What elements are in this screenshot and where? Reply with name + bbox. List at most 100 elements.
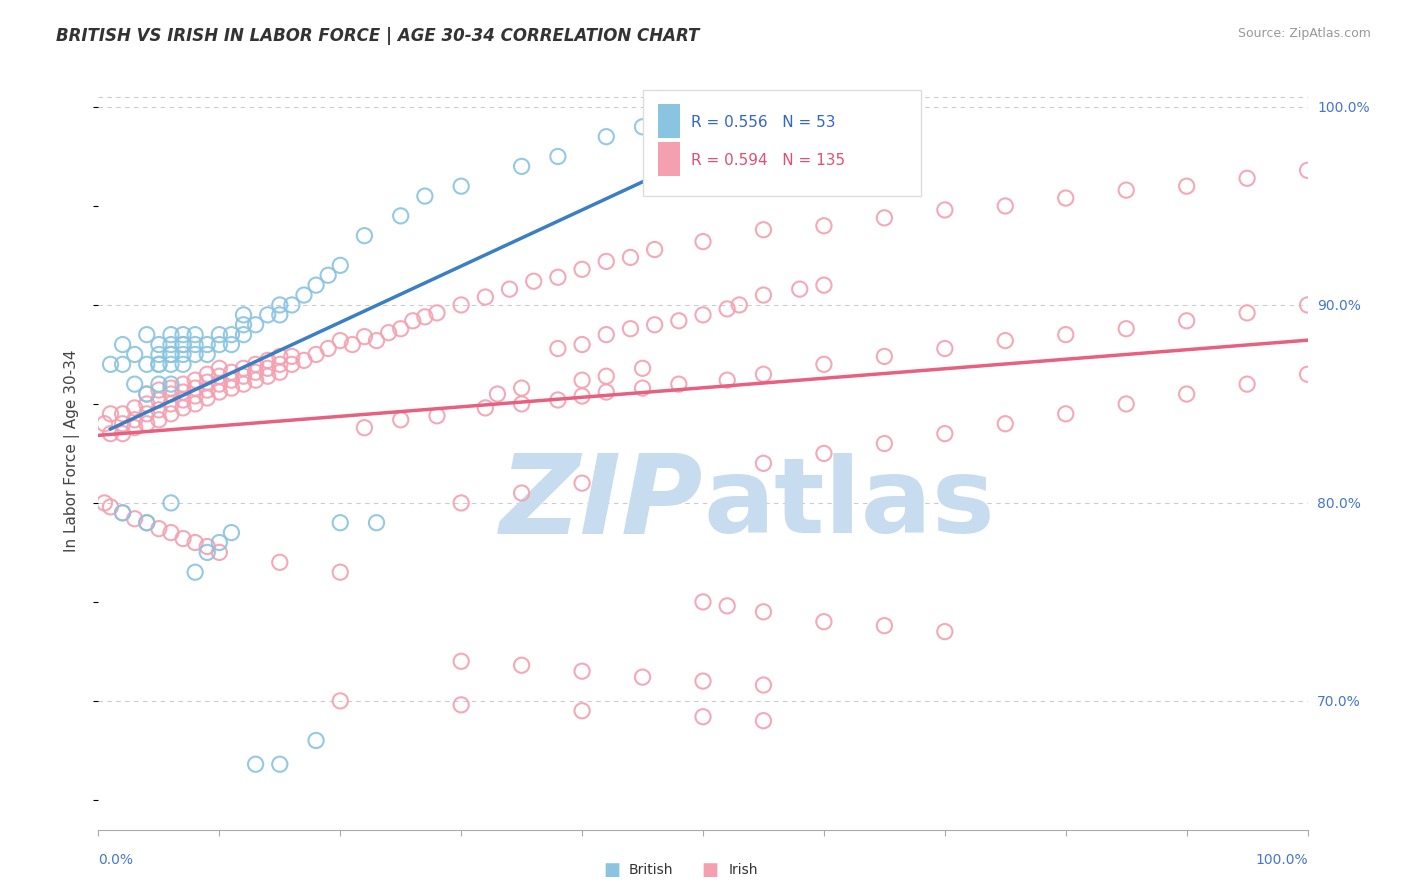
Point	[873, 618, 896, 632]
Point	[413, 310, 436, 324]
Point	[221, 365, 243, 379]
Point	[148, 403, 170, 417]
Point	[281, 298, 304, 312]
Point	[353, 228, 375, 243]
Point	[450, 298, 472, 312]
Point	[135, 516, 157, 530]
Point	[245, 318, 267, 332]
Point	[208, 545, 231, 559]
Point	[510, 160, 533, 174]
Point	[148, 413, 170, 427]
Point	[232, 327, 254, 342]
Point	[547, 392, 569, 407]
Point	[184, 381, 207, 395]
Point	[1296, 368, 1319, 382]
Point	[571, 704, 593, 718]
Point	[184, 535, 207, 549]
Point	[172, 532, 194, 546]
Point	[232, 361, 254, 376]
Text: 0.0%: 0.0%	[98, 854, 134, 867]
Point	[789, 282, 811, 296]
Point	[1115, 322, 1137, 336]
Point	[1175, 179, 1198, 194]
Point	[148, 347, 170, 361]
Point	[450, 698, 472, 712]
Point	[873, 436, 896, 450]
Point	[245, 357, 267, 371]
Point	[160, 347, 183, 361]
Point	[813, 446, 835, 460]
Point	[269, 350, 291, 364]
Point	[752, 714, 775, 728]
Point	[195, 375, 218, 389]
Point	[184, 373, 207, 387]
Point	[1296, 298, 1319, 312]
Point	[269, 555, 291, 569]
Point	[269, 298, 291, 312]
Point	[93, 496, 115, 510]
Point	[111, 357, 134, 371]
Point	[305, 278, 328, 293]
Point	[124, 420, 146, 434]
Point	[716, 373, 738, 387]
Text: R = 0.594   N = 135: R = 0.594 N = 135	[690, 153, 845, 169]
Point	[571, 389, 593, 403]
Point	[692, 709, 714, 723]
Point	[195, 383, 218, 397]
Point	[184, 389, 207, 403]
Point	[474, 290, 496, 304]
Point	[595, 327, 617, 342]
Point	[547, 149, 569, 163]
Point	[256, 353, 278, 368]
Point	[450, 179, 472, 194]
Point	[547, 270, 569, 285]
Point	[135, 516, 157, 530]
Point	[148, 377, 170, 392]
Point	[305, 347, 328, 361]
Point	[510, 381, 533, 395]
Point	[221, 327, 243, 342]
FancyBboxPatch shape	[658, 104, 681, 138]
Point	[160, 387, 183, 401]
Point	[135, 327, 157, 342]
Point	[523, 274, 546, 288]
Point	[547, 342, 569, 356]
Point	[668, 377, 690, 392]
Text: Irish: Irish	[728, 863, 758, 877]
Point	[111, 337, 134, 351]
Point	[269, 357, 291, 371]
Text: 100.0%: 100.0%	[1256, 854, 1308, 867]
Point	[692, 595, 714, 609]
Point	[172, 385, 194, 400]
Point	[1054, 327, 1077, 342]
Point	[1175, 314, 1198, 328]
Point	[160, 357, 183, 371]
Point	[644, 318, 666, 332]
Point	[329, 516, 352, 530]
Point	[172, 347, 194, 361]
Point	[994, 417, 1017, 431]
Point	[934, 202, 956, 217]
Point	[1054, 191, 1077, 205]
Point	[208, 535, 231, 549]
FancyBboxPatch shape	[643, 90, 921, 196]
Point	[389, 209, 412, 223]
Point	[631, 361, 654, 376]
Point	[269, 365, 291, 379]
Point	[245, 757, 267, 772]
Point	[934, 426, 956, 441]
Point	[160, 377, 183, 392]
Point	[571, 262, 593, 277]
Point	[124, 401, 146, 415]
Point	[124, 413, 146, 427]
Point	[135, 397, 157, 411]
Point	[232, 318, 254, 332]
Point	[873, 350, 896, 364]
Point	[994, 334, 1017, 348]
Point	[172, 392, 194, 407]
Point	[208, 361, 231, 376]
Point	[389, 322, 412, 336]
Point	[752, 223, 775, 237]
Point	[172, 337, 194, 351]
Y-axis label: In Labor Force | Age 30-34: In Labor Force | Age 30-34	[63, 349, 80, 552]
